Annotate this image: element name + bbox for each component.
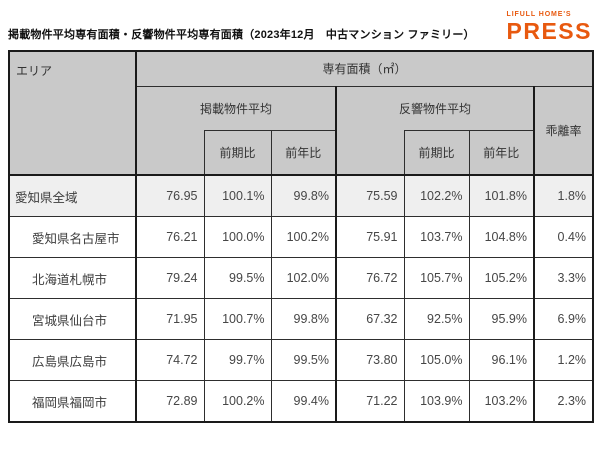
deviation-cell: 3.3% bbox=[532, 257, 594, 299]
listed-prev-period-cell: 100.7% bbox=[203, 298, 272, 340]
area-cell: 愛知県名古屋市 bbox=[8, 216, 137, 258]
col-header-floor-space: 専有面積（㎡） bbox=[135, 50, 594, 87]
col-header-response-prev-period: 前期比 bbox=[403, 129, 470, 176]
listed-prev-year-cell: 99.5% bbox=[270, 339, 337, 381]
col-header-spacer-listed bbox=[135, 130, 205, 176]
listed-prev-year-cell: 100.2% bbox=[270, 216, 337, 258]
table-row: 福岡県福岡市 72.89 100.2% 99.4% 71.22 103.9% 103.2% 2… bbox=[8, 380, 594, 423]
response-prev-year-cell: 104.8% bbox=[468, 216, 535, 258]
table-row: 北海道札幌市 79.24 99.5% 102.0% 76.72 105.7% 105.2% 3… bbox=[8, 257, 594, 299]
table-row: 愛知県名古屋市 76.21 100.0% 100.2% 75.91 103.7% 104.8… bbox=[8, 216, 594, 258]
col-header-response-average: 反響物件平均 bbox=[335, 85, 535, 131]
area-cell: 愛知県全域 bbox=[8, 174, 137, 217]
table-row: 広島県広島市 74.72 99.7% 99.5% 73.80 105.0% 96.1% 1.2… bbox=[8, 339, 594, 381]
col-header-deviation-rate: 乖離率 bbox=[532, 85, 594, 176]
response-avg-cell: 71.22 bbox=[335, 380, 405, 423]
col-header-area: エリア bbox=[8, 50, 137, 176]
deviation-cell: 1.8% bbox=[532, 174, 594, 217]
logo-brand-text: LIFULL HOME'S bbox=[506, 11, 572, 18]
floor-space-table: エリア 専有面積（㎡） 掲載物件平均 反響物件平均 乖離率 前期比 前年比 前期… bbox=[8, 50, 595, 423]
listed-prev-year-cell: 99.8% bbox=[270, 174, 337, 217]
response-prev-year-cell: 103.2% bbox=[468, 380, 535, 423]
response-prev-period-cell: 103.9% bbox=[403, 380, 470, 423]
listed-prev-period-cell: 100.0% bbox=[203, 216, 272, 258]
response-prev-period-cell: 105.0% bbox=[403, 339, 470, 381]
deviation-cell: 1.2% bbox=[532, 339, 594, 381]
deviation-cell: 0.4% bbox=[532, 216, 594, 258]
response-avg-cell: 75.59 bbox=[335, 174, 405, 217]
response-prev-period-cell: 103.7% bbox=[403, 216, 470, 258]
response-avg-cell: 73.80 bbox=[335, 339, 405, 381]
response-prev-year-cell: 95.9% bbox=[468, 298, 535, 340]
listed-prev-year-cell: 99.4% bbox=[270, 380, 337, 423]
listed-avg-cell: 71.95 bbox=[135, 298, 205, 340]
response-avg-cell: 75.91 bbox=[335, 216, 405, 258]
listed-prev-period-cell: 99.5% bbox=[203, 257, 272, 299]
col-header-listed-prev-year: 前年比 bbox=[270, 129, 337, 176]
col-header-listed-average: 掲載物件平均 bbox=[135, 85, 337, 131]
response-prev-year-cell: 101.8% bbox=[468, 174, 535, 217]
logo-press-text: PRESS bbox=[506, 18, 592, 44]
lifull-homes-press-logo: LIFULL HOME'S PRESS bbox=[507, 11, 592, 43]
listed-avg-cell: 76.95 bbox=[135, 174, 205, 217]
response-prev-period-cell: 92.5% bbox=[403, 298, 470, 340]
listed-prev-period-cell: 99.7% bbox=[203, 339, 272, 381]
deviation-cell: 6.9% bbox=[532, 298, 594, 340]
area-cell: 福岡県福岡市 bbox=[8, 380, 137, 423]
page-title: 掲載物件平均専有面積・反響物件平均専有面積（2023年12月 中古マンション フ… bbox=[8, 29, 475, 41]
table-row: 愛知県全域 76.95 100.1% 99.8% 75.59 102.2% 101.8% 1.… bbox=[8, 174, 594, 217]
listed-avg-cell: 72.89 bbox=[135, 380, 205, 423]
col-header-response-prev-year: 前年比 bbox=[468, 129, 535, 176]
table-row: 宮城県仙台市 71.95 100.7% 99.8% 67.32 92.5% 95.9% 6.9… bbox=[8, 298, 594, 340]
area-cell: 北海道札幌市 bbox=[8, 257, 137, 299]
area-cell: 宮城県仙台市 bbox=[8, 298, 137, 340]
listed-avg-cell: 76.21 bbox=[135, 216, 205, 258]
response-prev-year-cell: 105.2% bbox=[468, 257, 535, 299]
listed-avg-cell: 79.24 bbox=[135, 257, 205, 299]
area-cell: 広島県広島市 bbox=[8, 339, 137, 381]
deviation-cell: 2.3% bbox=[532, 380, 594, 423]
response-prev-period-cell: 105.7% bbox=[403, 257, 470, 299]
listed-prev-year-cell: 99.8% bbox=[270, 298, 337, 340]
response-avg-cell: 76.72 bbox=[335, 257, 405, 299]
response-prev-period-cell: 102.2% bbox=[403, 174, 470, 217]
col-header-spacer-response bbox=[335, 130, 405, 176]
response-avg-cell: 67.32 bbox=[335, 298, 405, 340]
response-prev-year-cell: 96.1% bbox=[468, 339, 535, 381]
listed-prev-year-cell: 102.0% bbox=[270, 257, 337, 299]
listed-avg-cell: 74.72 bbox=[135, 339, 205, 381]
col-header-listed-prev-period: 前期比 bbox=[203, 129, 272, 176]
listed-prev-period-cell: 100.2% bbox=[203, 380, 272, 423]
listed-prev-period-cell: 100.1% bbox=[203, 174, 272, 217]
